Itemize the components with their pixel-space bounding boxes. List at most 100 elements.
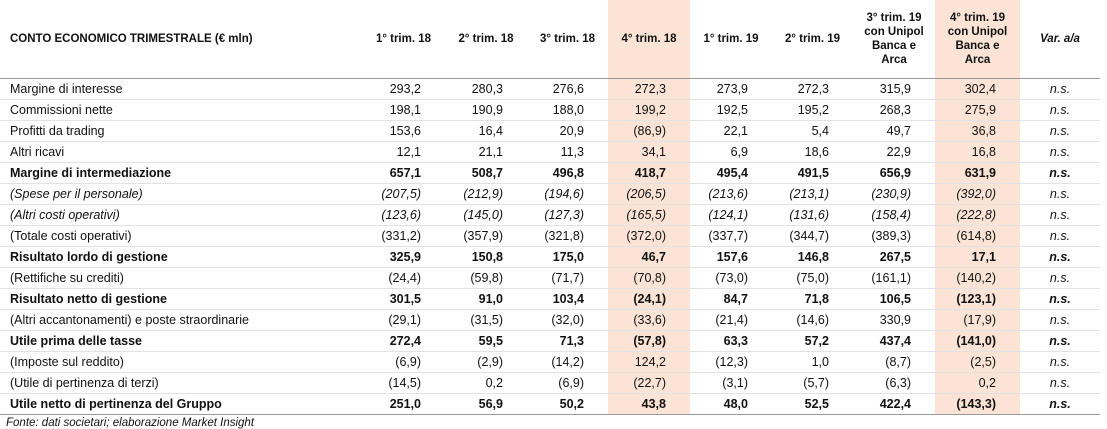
table-row: (Spese per il personale) (207,5) (212,9) (1…: [0, 183, 1100, 205]
cell: (206,5): [608, 183, 690, 205]
cell: 153,6: [362, 120, 445, 142]
cell: 508,7: [445, 162, 527, 184]
cell: (145,0): [445, 204, 527, 226]
cell: 302,4: [935, 78, 1020, 100]
cell: n.s.: [1020, 393, 1100, 415]
cell: n.s.: [1020, 141, 1100, 163]
row-label: Risultato netto di gestione: [0, 288, 362, 310]
row-label: Utile netto di pertinenza del Gruppo: [0, 393, 362, 415]
table-row: (Rettifiche su crediti) (24,4) (59,8) (71,7…: [0, 267, 1100, 289]
table-row: Margine di intermediazione 657,1 508,7 496,…: [0, 162, 1100, 184]
cell: (14,6): [772, 309, 853, 331]
cell: (213,1): [772, 183, 853, 205]
cell: (31,5): [445, 309, 527, 331]
column-header: 4° trim. 19 con Unipol Banca e Arca: [935, 0, 1020, 79]
cell: n.s.: [1020, 267, 1100, 289]
cell: 12,1: [362, 141, 445, 163]
cell: 293,2: [362, 78, 445, 100]
cell: 1,0: [772, 351, 853, 373]
cell: 43,8: [608, 393, 690, 415]
income-table: CONTO ECONOMICO TRIMESTRALE (€ mln) 1° tr…: [0, 0, 1100, 415]
cell: n.s.: [1020, 288, 1100, 310]
cell: (124,1): [690, 204, 772, 226]
cell: (6,9): [527, 372, 608, 394]
column-header: 3° trim. 18: [527, 0, 608, 79]
header-row: CONTO ECONOMICO TRIMESTRALE (€ mln) 1° tr…: [0, 0, 1100, 79]
cell: 11,3: [527, 141, 608, 163]
cell: 315,9: [853, 78, 935, 100]
cell: 84,7: [690, 288, 772, 310]
cell: (123,6): [362, 204, 445, 226]
cell: (22,7): [608, 372, 690, 394]
table-row: Utile netto di pertinenza del Gruppo 251,…: [0, 393, 1100, 415]
cell: (24,1): [608, 288, 690, 310]
cell: 272,3: [608, 78, 690, 100]
cell: (222,8): [935, 204, 1020, 226]
cell: 272,3: [772, 78, 853, 100]
cell: (2,9): [445, 351, 527, 373]
cell: (392,0): [935, 183, 1020, 205]
column-header: 1° trim. 18: [362, 0, 445, 79]
cell: 418,7: [608, 162, 690, 184]
cell: 22,9: [853, 141, 935, 163]
cell: n.s.: [1020, 162, 1100, 184]
cell: 272,4: [362, 330, 445, 352]
cell: 190,9: [445, 99, 527, 121]
cell: (357,9): [445, 225, 527, 247]
cell: 36,8: [935, 120, 1020, 142]
cell: (71,7): [527, 267, 608, 289]
row-label: Profitti da trading: [0, 120, 362, 142]
column-header: 1° trim. 19: [690, 0, 772, 79]
cell: (212,9): [445, 183, 527, 205]
cell: (8,7): [853, 351, 935, 373]
cell: 5,4: [772, 120, 853, 142]
table-row: Altri ricavi 12,1 21,1 11,3 34,1 6,9 18,6 22,9 1…: [0, 141, 1100, 163]
cell: 34,1: [608, 141, 690, 163]
cell: 301,5: [362, 288, 445, 310]
cell: (6,9): [362, 351, 445, 373]
cell: (344,7): [772, 225, 853, 247]
cell: (207,5): [362, 183, 445, 205]
cell: 71,3: [527, 330, 608, 352]
cell: (213,6): [690, 183, 772, 205]
cell: (57,8): [608, 330, 690, 352]
cell: (5,7): [772, 372, 853, 394]
cell: (337,7): [690, 225, 772, 247]
column-header: 3° trim. 19 con Unipol Banca e Arca: [853, 0, 935, 79]
cell: (140,2): [935, 267, 1020, 289]
cell: 16,8: [935, 141, 1020, 163]
cell: 273,9: [690, 78, 772, 100]
cell: 0,2: [445, 372, 527, 394]
cell: (75,0): [772, 267, 853, 289]
cell: 50,2: [527, 393, 608, 415]
cell: (12,3): [690, 351, 772, 373]
table-row: (Imposte sul reddito) (6,9) (2,9) (14,2) 124…: [0, 351, 1100, 373]
cell: (14,2): [527, 351, 608, 373]
cell: (165,5): [608, 204, 690, 226]
cell: 422,4: [853, 393, 935, 415]
table-header: CONTO ECONOMICO TRIMESTRALE (€ mln) 1° tr…: [0, 0, 1100, 79]
cell: (194,6): [527, 183, 608, 205]
cell: 276,6: [527, 78, 608, 100]
cell: 21,1: [445, 141, 527, 163]
cell: (331,2): [362, 225, 445, 247]
cell: n.s.: [1020, 204, 1100, 226]
cell: 188,0: [527, 99, 608, 121]
cell: (123,1): [935, 288, 1020, 310]
row-label: (Imposte sul reddito): [0, 351, 362, 373]
cell: 496,8: [527, 162, 608, 184]
cell: (6,3): [853, 372, 935, 394]
cell: (29,1): [362, 309, 445, 331]
cell: 57,2: [772, 330, 853, 352]
cell: 199,2: [608, 99, 690, 121]
cell: 103,4: [527, 288, 608, 310]
row-label: Risultato lordo di gestione: [0, 246, 362, 268]
row-label: Margine di intermediazione: [0, 162, 362, 184]
cell: (230,9): [853, 183, 935, 205]
cell: 124,2: [608, 351, 690, 373]
cell: 195,2: [772, 99, 853, 121]
cell: 18,6: [772, 141, 853, 163]
column-header: Var. a/a: [1020, 0, 1100, 79]
row-label: Utile prima delle tasse: [0, 330, 362, 352]
